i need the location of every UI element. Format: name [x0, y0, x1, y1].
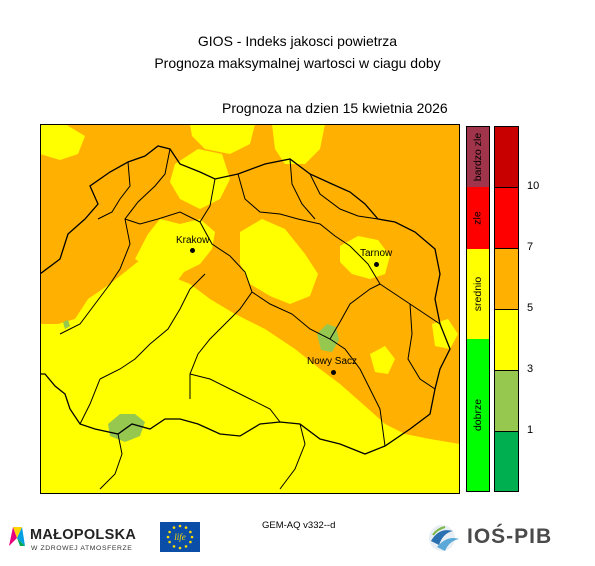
- boundary-6: [309, 173, 379, 220]
- eu-life-text: life: [174, 532, 186, 542]
- category-srednio-text: srednio: [472, 276, 485, 312]
- model-version: GEM-AQ v332--d: [262, 520, 336, 531]
- malopolska-tagline: W ZDROWEJ ATMOSFERZE: [31, 545, 133, 552]
- nowy-sacz-marker: [331, 370, 336, 375]
- scale-segment-red: [495, 188, 518, 249]
- color-scale-bar: [494, 126, 519, 492]
- category-dobrze-text: dobrze: [472, 398, 485, 432]
- boundary-9: [189, 373, 281, 423]
- boundary-4: [237, 173, 351, 247]
- malopolska-name: MAŁOPOLSKA: [30, 527, 137, 543]
- scale-tick-7: 7: [527, 241, 534, 253]
- scale-segment-dark-red: [495, 127, 518, 188]
- yellow-zone-south-west: [40, 264, 460, 494]
- boundary-12: [124, 211, 201, 225]
- category-dobrze-swatch: [467, 339, 489, 491]
- eu-life-logo: life: [160, 522, 200, 552]
- boundary-7: [349, 245, 441, 325]
- scale-segment-green: [495, 432, 518, 491]
- air-quality-map: [40, 124, 460, 494]
- yellow-zone-krakow: [135, 219, 215, 274]
- forecast-date: Prognoza na dzien 15 kwietnia 2026: [222, 100, 448, 116]
- category-bardzo-zle-label: bardzo zle: [467, 127, 489, 187]
- yellow-zone-north-east-top: [272, 124, 325, 164]
- yellow-zone-se-small: [432, 319, 458, 349]
- scale-tick-10: 10: [527, 180, 540, 192]
- boundary-15: [99, 433, 123, 490]
- boundary-11: [79, 378, 101, 425]
- yellow-zone-north-top: [190, 124, 255, 154]
- category-zle-swatch: [467, 187, 489, 249]
- boundary-1: [97, 161, 131, 220]
- map-frame: [40, 124, 460, 494]
- category-bardzo-zle-text: bardzo zle: [472, 132, 485, 182]
- scale-segment-yellow: [495, 310, 518, 371]
- yellow-zone-central-small: [130, 344, 160, 369]
- boundary-13: [407, 303, 436, 390]
- yellow-zone-tarnow: [340, 236, 390, 279]
- category-zle-text: zle: [472, 211, 484, 225]
- scale-tick-5: 5: [527, 302, 534, 314]
- nowy-sacz-label: Nowy Sacz: [307, 356, 358, 367]
- scale-segment-light-green: [495, 371, 518, 432]
- ios-pib-name: IOŚ-PIB: [467, 525, 553, 548]
- scale-segment-orange: [495, 249, 518, 310]
- category-dobrze-label: dobrze: [467, 339, 489, 491]
- green-zone-west-dot: [63, 320, 70, 329]
- ios-pib-logo-icon: [429, 525, 459, 551]
- eu-stars-icon: life: [166, 524, 194, 550]
- category-zle-label: zle: [467, 187, 489, 249]
- boundary-16: [279, 423, 306, 490]
- scale-tick-3: 3: [527, 363, 534, 375]
- map-subtitle: Prognoza maksymalnej wartosci w ciagu do…: [154, 55, 441, 71]
- boundary-8: [251, 291, 386, 447]
- district-boundaries: [40, 145, 451, 490]
- krakow-marker: [190, 248, 195, 253]
- category-srednio-label: srednio: [467, 249, 489, 339]
- scale-tick-1: 1: [527, 424, 534, 436]
- boundary-2: [59, 148, 171, 335]
- tarnow-label: Tarnow: [360, 248, 393, 259]
- yellow-zone-east-small: [370, 346, 395, 374]
- malopolska-logo-icon: [9, 527, 25, 546]
- boundary-14: [329, 283, 381, 340]
- krakow-label: Krakow: [176, 235, 210, 246]
- category-legend: bardzo zle zle srednio dobrze: [466, 126, 490, 492]
- yellow-zone-central: [240, 219, 318, 304]
- yellow-zone-west-top: [40, 124, 85, 160]
- map-title: GIOS - Indeks jakosci powietrza: [197, 33, 398, 49]
- yellow-zone-north: [170, 149, 230, 209]
- boundary-5: [289, 158, 316, 220]
- boundary-10: [99, 273, 206, 380]
- tarnow-marker: [374, 262, 379, 267]
- category-srednio-swatch: [467, 249, 489, 339]
- category-bardzo-zle-swatch: [467, 127, 489, 187]
